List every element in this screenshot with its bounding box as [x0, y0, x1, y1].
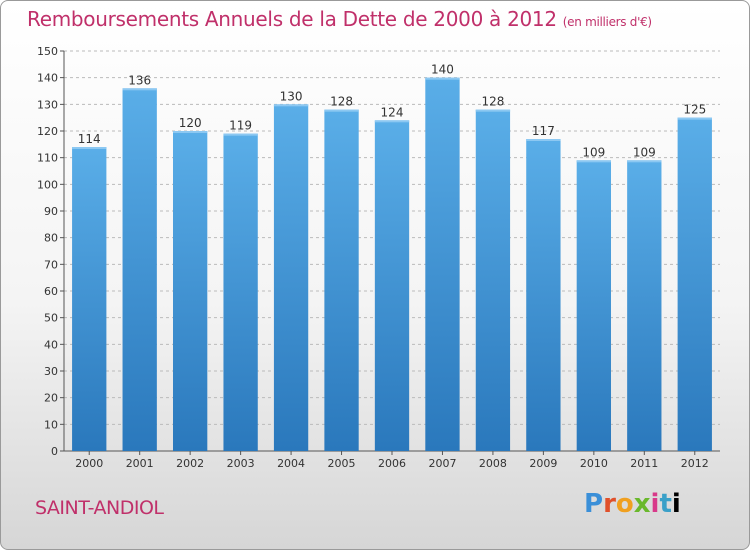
- bar-highlight: [223, 133, 258, 136]
- bar-highlight: [122, 88, 157, 91]
- bar-highlight: [475, 109, 511, 112]
- data-label: 140: [431, 63, 454, 77]
- data-label: 120: [179, 116, 202, 130]
- x-tick-label: 2005: [328, 457, 356, 470]
- data-label: 109: [582, 145, 605, 159]
- data-label: 128: [330, 95, 353, 109]
- x-tick-label: 2003: [227, 457, 255, 470]
- unit-note: (en milliers d'€): [562, 15, 652, 29]
- y-tick-label: 90: [44, 205, 58, 218]
- y-tick-label: 60: [44, 285, 58, 298]
- bar: [627, 160, 662, 452]
- x-tick-label: 2001: [126, 457, 154, 470]
- y-tick-label: 10: [44, 418, 58, 431]
- y-tick-label: 40: [44, 338, 58, 351]
- town-name: SAINT-ANDIOL: [35, 497, 164, 519]
- bar: [172, 131, 208, 451]
- x-tick-label: 2007: [428, 457, 456, 470]
- data-label: 119: [229, 119, 252, 133]
- bar: [475, 109, 511, 452]
- bar: [72, 147, 107, 451]
- y-tick-label: 50: [44, 312, 58, 325]
- bar: [223, 133, 258, 451]
- y-tick-label: 130: [37, 98, 58, 111]
- bar-highlight: [526, 139, 561, 141]
- data-label: 124: [381, 105, 404, 119]
- bar-highlight: [425, 77, 460, 80]
- bar: [122, 88, 157, 451]
- bar-highlight: [273, 104, 309, 107]
- data-label: 130: [280, 89, 303, 103]
- x-tick-label: 2012: [681, 457, 709, 470]
- title-text: Remboursements Annuels de la Dette de 20…: [27, 7, 557, 31]
- x-tick-label: 2000: [75, 457, 103, 470]
- x-tick-label: 2008: [479, 457, 507, 470]
- bar: [576, 160, 612, 452]
- bar-highlight: [324, 109, 359, 112]
- x-tick-label: 2011: [630, 457, 658, 470]
- y-tick-label: 120: [37, 125, 58, 138]
- y-tick-label: 100: [37, 178, 58, 191]
- brand-logo: Proxiti: [584, 489, 681, 519]
- bar: [526, 139, 561, 451]
- bar: [425, 77, 460, 452]
- y-tick-label: 30: [44, 365, 58, 378]
- x-tick-label: 2006: [378, 457, 406, 470]
- y-tick-label: 20: [44, 392, 58, 405]
- x-tick-label: 2009: [529, 457, 557, 470]
- bar: [273, 104, 309, 451]
- data-label: 109: [633, 145, 656, 159]
- bar: [677, 117, 712, 452]
- y-tick-label: 140: [37, 72, 58, 85]
- y-tick-label: 80: [44, 232, 58, 245]
- bar-highlight: [374, 120, 410, 123]
- data-label: 117: [532, 124, 555, 138]
- bar-highlight: [627, 160, 662, 163]
- bar: [324, 109, 359, 452]
- bar-highlight: [172, 131, 208, 133]
- bar-highlight: [677, 117, 712, 120]
- x-tick-label: 2010: [580, 457, 608, 470]
- bars: [72, 77, 712, 452]
- bar: [374, 120, 410, 451]
- y-tick-label: 110: [37, 152, 58, 165]
- data-label: 128: [481, 95, 504, 109]
- bar-highlight: [72, 147, 107, 149]
- labels: 0 10 20 30 40 50 60 70 80 90 100 110 120 130 140 150 114…: [37, 45, 709, 470]
- y-tick-label: 150: [37, 45, 58, 58]
- data-label: 114: [78, 132, 101, 146]
- chart-title: Remboursements Annuels de la Dette de 20…: [27, 7, 652, 31]
- data-label: 136: [128, 73, 151, 87]
- y-tick-label: 70: [44, 258, 58, 271]
- x-tick-label: 2002: [176, 457, 204, 470]
- x-tick-label: 2004: [277, 457, 305, 470]
- bar-highlight: [576, 160, 612, 163]
- data-label: 125: [683, 103, 706, 117]
- y-tick-label: 0: [51, 445, 58, 458]
